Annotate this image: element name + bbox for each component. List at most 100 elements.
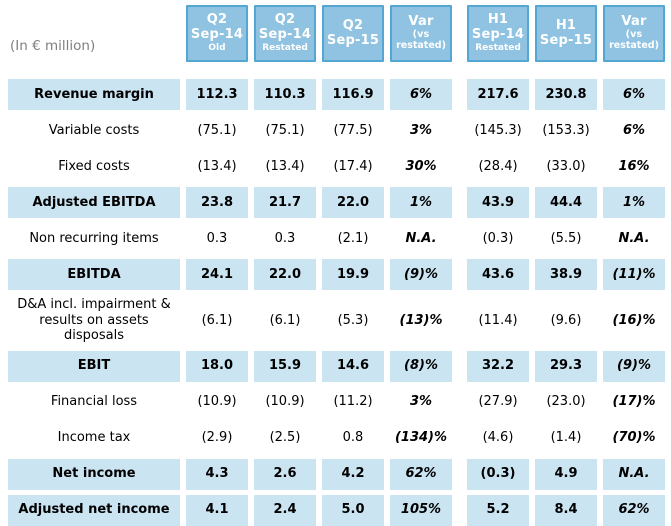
value-cell: (11.4) [478,312,518,328]
table-row: Revenue margin 112.3 110.3 116.9 6% 217.6 230.… [8,79,671,110]
value-cell: 6% [390,79,452,110]
row-label: EBIT [8,350,180,382]
value-cell: (4.6) [482,430,514,446]
value-cell: 43.6 [467,259,529,290]
value-cell: (1.4) [550,430,582,446]
column-header-text: restated) [396,39,446,51]
column-header: Var (vs restated) [603,5,665,62]
value-cell: 1% [390,187,452,218]
value-cell: 22.0 [322,187,384,218]
value-cell: (11)% [603,259,665,290]
column-header: Q2 Sep-14 Restated [254,5,316,62]
value-cell: 4.1 [186,494,248,526]
column-header-text: Sep-15 [539,32,593,48]
value-cell: (2.5) [269,430,301,446]
column-header: Var (vs restated) [390,5,452,62]
value-cell: 3% [409,394,433,410]
value-cell: (0.3) [482,230,514,246]
financial-results-table: (In € million) Q2 Sep-14 Old Q2 Sep-14 Restat… [8,5,671,526]
column-header: H1 Sep-15 [535,5,597,62]
value-cell: (75.1) [265,122,305,138]
value-cell: 14.6 [322,350,384,382]
value-cell: (6.1) [201,312,233,328]
value-cell: 8.4 [535,494,597,526]
table-row: Adjusted EBITDA 23.8 21.7 22.0 1% 43.9 44.4 1% [8,187,671,218]
value-cell: (8)% [390,350,452,382]
value-cell: 4.9 [535,458,597,490]
table-row: Adjusted net income 4.1 2.4 5.0 105% 5.2 8.4 62… [8,494,671,526]
column-header-text: Restated [262,43,308,54]
value-cell: 29.3 [535,350,597,382]
column-header-text: Q2 [342,17,364,33]
value-cell: N.A. [603,458,665,490]
row-label: Variable costs [48,122,140,138]
column-header-text: Old [208,43,226,54]
value-cell: 43.9 [467,187,529,218]
table-body: Revenue margin 112.3 110.3 116.9 6% 217.6 230.… [8,79,671,526]
column-header: Q2 Sep-15 [322,5,384,62]
value-cell: (17)% [612,394,656,410]
table-row: Non recurring items 0.3 0.3 (2.1) N.A. (0.3) (… [8,223,671,254]
value-cell: 32.2 [467,350,529,382]
value-cell: 62% [390,458,452,490]
value-cell: 4.3 [186,458,248,490]
value-cell: (153.3) [542,122,590,138]
value-cell: 38.9 [535,259,597,290]
value-cell: 15.9 [254,350,316,382]
value-cell: (5.3) [337,312,369,328]
table-row: Net income 4.3 2.6 4.2 62% (0.3) 4.9 N.A. [8,458,671,490]
value-cell: (0.3) [467,458,529,490]
column-header-text: H1 [487,12,509,28]
value-cell: 116.9 [322,79,384,110]
value-cell: (134)% [394,430,448,446]
table-row: EBITDA 24.1 22.0 19.9 (9)% 43.6 38.9 (11)% [8,259,671,290]
value-cell: (10.9) [265,394,305,410]
value-cell: 6% [603,79,665,110]
value-cell: (9)% [390,259,452,290]
value-cell: (2.1) [337,230,369,246]
column-header-text: Var [408,14,434,30]
value-cell: (16)% [612,312,656,328]
column-header-text: (vs [412,29,430,41]
row-label: D&A incl. impairment & results on assets… [17,297,171,344]
value-cell: 4.2 [322,458,384,490]
row-label: EBITDA [8,259,180,290]
column-header-text: restated) [609,39,659,51]
value-cell: 230.8 [535,79,597,110]
value-cell: (11.2) [333,394,373,410]
value-cell: 16% [618,158,650,174]
value-cell: N.A. [405,230,437,246]
value-cell: 21.7 [254,187,316,218]
column-header-text: (vs [625,29,643,41]
header-row: Q2 Sep-14 Old Q2 Sep-14 Restated Q2 Sep-15 Var (v… [8,5,671,62]
value-cell: (13.4) [265,158,305,174]
value-cell: 22.0 [254,259,316,290]
value-cell: 5.2 [467,494,529,526]
row-label: Net income [8,458,180,490]
value-cell: (33.0) [546,158,586,174]
value-cell: 6% [622,122,646,138]
column-header-text: Q2 [206,12,228,28]
value-cell: 44.4 [535,187,597,218]
value-cell: (13)% [399,312,443,328]
row-label: Adjusted EBITDA [8,187,180,218]
value-cell: 112.3 [186,79,248,110]
table-row: EBIT 18.0 15.9 14.6 (8)% 32.2 29.3 (9)% [8,350,671,382]
value-cell: 24.1 [186,259,248,290]
unit-label: (In € million) [10,38,96,54]
value-cell: 2.4 [254,494,316,526]
value-cell: 19.9 [322,259,384,290]
value-cell: (9.6) [550,312,582,328]
table-row: Income tax (2.9) (2.5) 0.8 (134)% (4.6) (1.4) (… [8,423,671,454]
value-cell: (23.0) [546,394,586,410]
column-header: Q2 Sep-14 Old [186,5,248,62]
row-label: Financial loss [50,394,138,410]
value-cell: (5.5) [550,230,582,246]
value-cell: 23.8 [186,187,248,218]
value-cell: (27.9) [478,394,518,410]
value-cell: (17.4) [333,158,373,174]
column-header-text: Sep-14 [190,27,244,43]
value-cell: (6.1) [269,312,301,328]
value-cell: 0.3 [274,230,296,246]
value-cell: (10.9) [197,394,237,410]
